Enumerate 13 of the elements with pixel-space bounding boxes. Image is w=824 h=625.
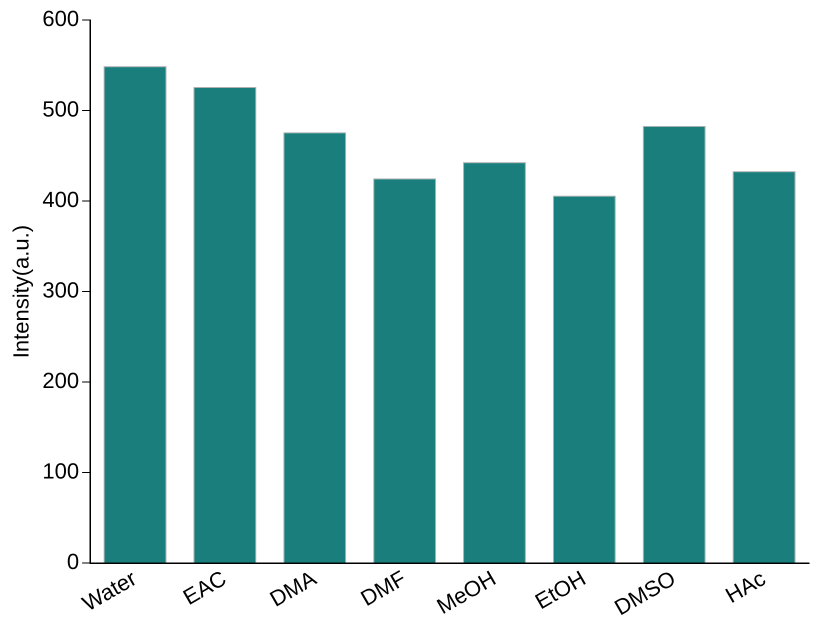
- x-tick-label: Water: [78, 566, 141, 616]
- y-tick-label: 200: [42, 368, 80, 394]
- y-tick-label: 100: [42, 458, 80, 484]
- x-tick-label: DMF: [356, 566, 410, 611]
- x-tick-label: HAc: [721, 566, 770, 608]
- y-tick-label: 300: [42, 278, 80, 303]
- x-tick-label: DMA: [265, 565, 321, 612]
- x-tick-label: EAC: [178, 565, 231, 610]
- y-tick-label: 600: [42, 6, 80, 32]
- y-tick-label: 400: [42, 187, 80, 212]
- y-tick-label: 0: [66, 549, 80, 574]
- y-tick-label: 500: [42, 96, 80, 122]
- y-axis-title: Intensity(a.u.): [8, 224, 34, 358]
